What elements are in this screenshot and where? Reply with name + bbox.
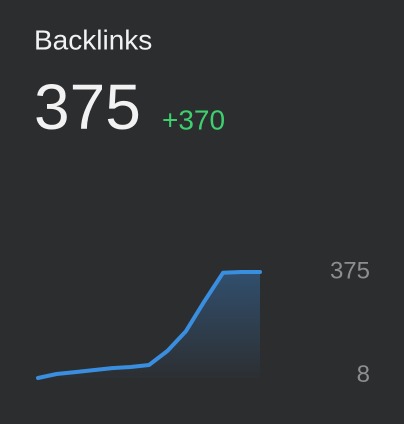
chart-title: Backlinks — [34, 24, 152, 55]
y-tick-label: 375 — [330, 257, 370, 284]
y-tick-label: 8 — [357, 361, 370, 388]
area-fill — [38, 272, 260, 378]
metric-change: +370 — [162, 104, 225, 135]
line — [36, 270, 262, 380]
metric-value: 375 — [34, 71, 141, 143]
